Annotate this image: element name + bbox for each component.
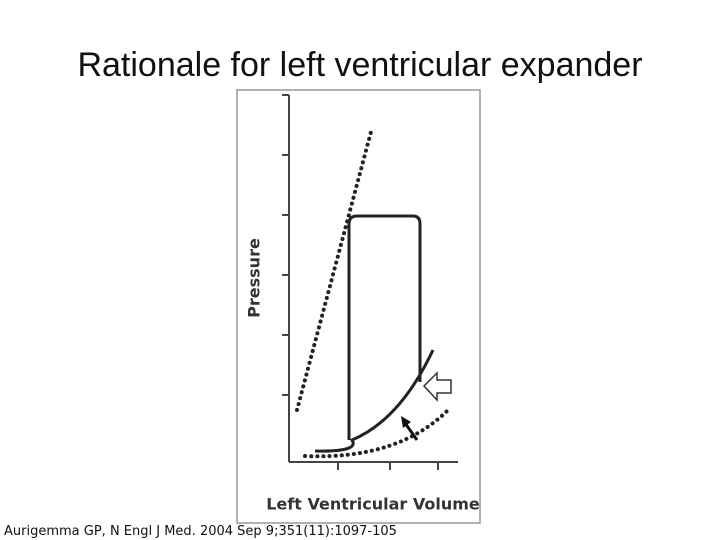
edpvr-curve — [314, 349, 435, 453]
hollow-arrow — [422, 371, 452, 402]
edpvr-shifted — [303, 406, 452, 459]
slide-title: Rationale for left ventricular expander — [77, 46, 643, 84]
arrow-head — [401, 416, 411, 428]
espvr-line — [295, 126, 374, 412]
pv-loop — [347, 214, 422, 440]
figure-frame — [236, 89, 481, 524]
citation: Aurigemma GP, N Engl J Med. 2004 Sep 9;3… — [4, 524, 397, 539]
arrow-shaft — [403, 422, 419, 441]
x-axis-label: Left Ventricular Volume — [266, 495, 480, 514]
axes — [282, 94, 458, 470]
y-axis-label: Pressure — [245, 238, 264, 318]
